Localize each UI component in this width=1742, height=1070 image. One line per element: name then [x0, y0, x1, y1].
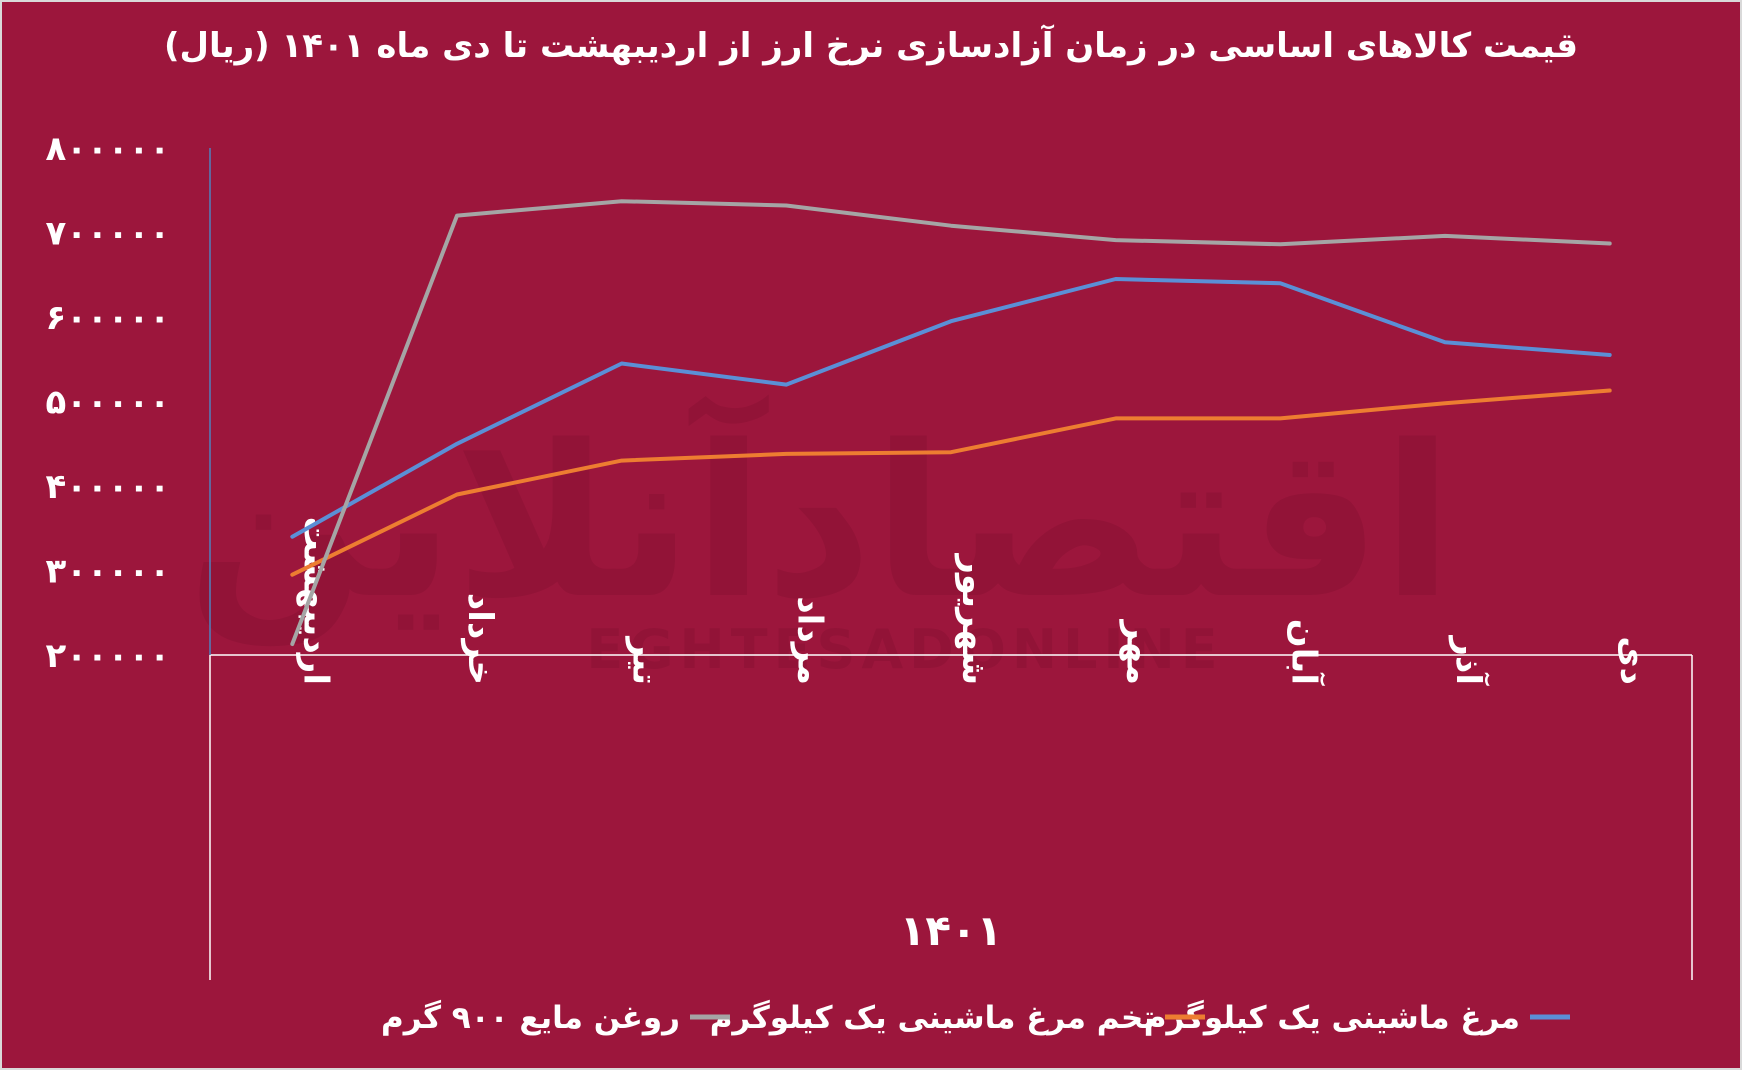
- y-tick-label: ۲۰۰۰۰۰: [45, 636, 170, 676]
- x-axis-title: ۱۴۰۱: [900, 906, 1003, 955]
- x-category-label: دی: [1613, 636, 1653, 685]
- y-tick-label: ۷۰۰۰۰۰: [45, 214, 170, 254]
- x-category-label: خرداد: [460, 593, 500, 685]
- x-category-label: اردیبهشت: [295, 517, 335, 685]
- legend-label: تخم مرغ ماشینی یک کیلوگرم: [710, 999, 1155, 1036]
- legend-label: مرغ ماشینی یک کیلوگرم: [1144, 999, 1520, 1036]
- series-line-3: [290, 199, 1612, 646]
- x-category-label: تیر: [625, 635, 665, 685]
- y-tick-label: ۴۰۰۰۰۰: [45, 467, 170, 507]
- x-category-label: مرداد: [789, 596, 829, 685]
- x-category-label: مهر: [1119, 618, 1159, 685]
- y-tick-label: ۸۰۰۰۰۰: [45, 129, 170, 169]
- y-tick-label: ۳۰۰۰۰۰: [45, 552, 170, 592]
- legend-label: روغن مایع ۹۰۰ گرم: [381, 999, 680, 1036]
- x-category-label: آبان: [1283, 619, 1325, 687]
- watermark-logo-text: اقتصادآنلاین: [187, 393, 1454, 647]
- chart-title: قیمت کالاهای اساسی در زمان آزادسازی نرخ …: [164, 26, 1578, 66]
- y-tick-label: ۶۰۰۰۰۰: [45, 298, 170, 338]
- watermark-latin-text: EGHTESADONLINE: [586, 618, 1223, 681]
- y-tick-label: ۵۰۰۰۰۰: [45, 383, 170, 423]
- x-category-label: شهریور: [954, 552, 994, 685]
- x-category-label: آذر: [1448, 634, 1490, 686]
- series-line-1: [290, 277, 1612, 539]
- series-line-2: [290, 388, 1612, 577]
